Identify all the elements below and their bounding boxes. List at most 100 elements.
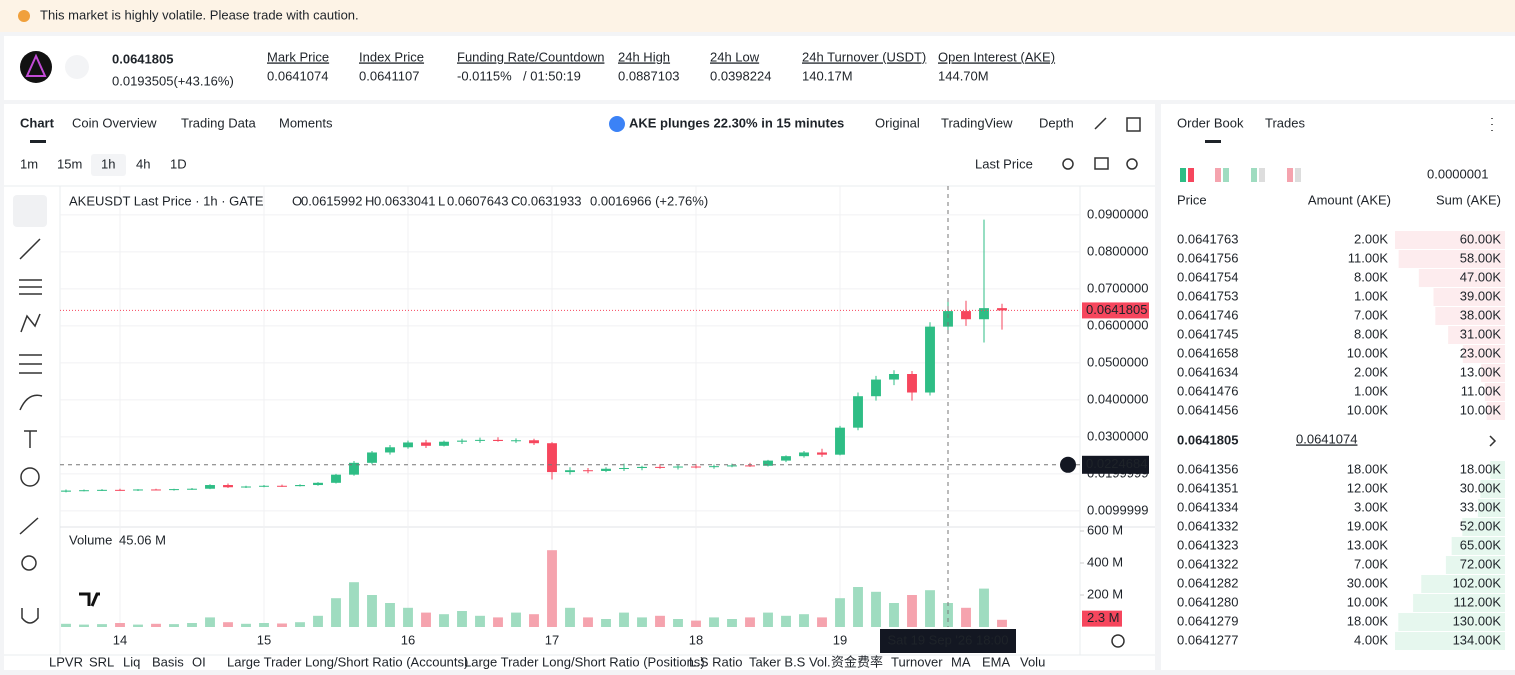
interval[interactable]: 4h bbox=[136, 156, 150, 171]
precision-icons bbox=[1180, 168, 1301, 182]
tab[interactable]: Trading Data bbox=[181, 115, 256, 130]
ob-precision[interactable]: 0.0000001 bbox=[1427, 166, 1488, 181]
depth-bar bbox=[1462, 345, 1505, 363]
legend-value: 0.0631933 bbox=[520, 193, 581, 208]
candle-body bbox=[241, 486, 251, 488]
stat-label: Open Interest (AKE) bbox=[938, 49, 1055, 64]
indicator[interactable]: Large Trader Long/Short Ratio (Positions… bbox=[464, 654, 705, 669]
legend-key: H bbox=[365, 193, 374, 208]
news[interactable]: AKE plunges 22.30% in 15 minutes bbox=[629, 115, 844, 130]
ob-amount: 30.00K bbox=[1347, 575, 1389, 590]
volume-bar bbox=[385, 603, 395, 627]
favorite-button[interactable] bbox=[65, 55, 89, 79]
stat-label: 24h Turnover (USDT) bbox=[802, 49, 926, 64]
depth-bar bbox=[1413, 594, 1505, 612]
volume-badge-text: 2.3 M bbox=[1087, 610, 1120, 625]
candle-body bbox=[97, 489, 107, 491]
indicator[interactable]: Taker B.S Vol. bbox=[749, 654, 831, 669]
indicator[interactable]: Volu bbox=[1020, 654, 1045, 669]
x-tick-label: 16 bbox=[401, 632, 415, 647]
indicator[interactable]: Liq bbox=[123, 654, 140, 669]
ob-price: 0.0641634 bbox=[1177, 364, 1238, 379]
indicator[interactable]: LPVR bbox=[49, 654, 83, 669]
depth-bar bbox=[1418, 269, 1505, 287]
candle-body bbox=[403, 442, 413, 448]
ob-sum: 31.00K bbox=[1460, 326, 1502, 341]
ob-header: Price bbox=[1177, 192, 1207, 207]
depth-bar bbox=[1395, 231, 1505, 249]
stat-value: 0.0641107 bbox=[359, 68, 420, 83]
volume-bar bbox=[115, 623, 125, 627]
ob-amount: 10.00K bbox=[1347, 345, 1389, 360]
volume-bar bbox=[151, 623, 161, 627]
tab[interactable]: Moments bbox=[279, 115, 333, 130]
ob-amount: 10.00K bbox=[1347, 594, 1389, 609]
volume-bar bbox=[961, 607, 971, 627]
ob-sum: 65.00K bbox=[1460, 537, 1502, 552]
volume-bar bbox=[907, 595, 917, 627]
depth-bar bbox=[1484, 383, 1505, 401]
candle-body bbox=[367, 452, 377, 463]
ob-amount: 10.00K bbox=[1347, 402, 1389, 417]
legend-change: 0.0016966 (+2.76%) bbox=[590, 193, 708, 208]
banner-bg bbox=[0, 0, 1515, 32]
candle-body bbox=[583, 470, 593, 472]
ob-tab[interactable]: Order Book bbox=[1177, 115, 1244, 130]
tab[interactable]: Coin Overview bbox=[72, 115, 157, 130]
indicator[interactable]: 资金费率 bbox=[831, 654, 883, 669]
indicator[interactable]: Large Trader Long/Short Ratio (Accounts) bbox=[227, 654, 468, 669]
indicator[interactable]: OI bbox=[192, 654, 206, 669]
indicator[interactable]: MA bbox=[951, 654, 971, 669]
indicator[interactable]: EMA bbox=[982, 654, 1011, 669]
volume-bar bbox=[61, 623, 71, 627]
view-tab[interactable]: Depth bbox=[1039, 115, 1074, 130]
price-badge bbox=[1082, 302, 1149, 319]
volume-tick-label: 400 M bbox=[1087, 554, 1123, 569]
depth-bar bbox=[1448, 326, 1505, 344]
depth-bar bbox=[1433, 288, 1505, 306]
candle-body bbox=[745, 465, 755, 467]
volume-bar bbox=[223, 622, 233, 627]
ob-sum: 10.00K bbox=[1460, 402, 1502, 417]
stat-value: 0.0887103 bbox=[618, 68, 679, 83]
volume-bar bbox=[763, 612, 773, 627]
ob-amount: 4.00K bbox=[1354, 632, 1388, 647]
ob-sum: 47.00K bbox=[1460, 269, 1502, 284]
indicator[interactable]: L.S Ratio bbox=[689, 654, 742, 669]
interval[interactable]: 1D bbox=[170, 156, 187, 171]
volume-bar bbox=[601, 619, 611, 627]
x-tick-label: 14 bbox=[113, 632, 127, 647]
indicator[interactable]: Basis bbox=[152, 654, 184, 669]
ob-tab[interactable]: Trades bbox=[1265, 115, 1305, 130]
stat-value: 144.70M bbox=[938, 68, 989, 83]
volume-bar bbox=[925, 590, 935, 627]
ob-sum: 60.00K bbox=[1460, 231, 1502, 246]
candle-body bbox=[565, 470, 575, 473]
depth-bar bbox=[1421, 575, 1505, 593]
candle-body bbox=[943, 311, 953, 327]
candle-body bbox=[907, 374, 917, 393]
candle-body bbox=[637, 466, 647, 469]
depth-bar bbox=[1481, 364, 1505, 382]
ob-sum: 23.00K bbox=[1460, 345, 1502, 360]
ob-price: 0.0641745 bbox=[1177, 326, 1238, 341]
tab[interactable]: Chart bbox=[20, 115, 55, 130]
view-tab[interactable]: TradingView bbox=[941, 115, 1013, 130]
crosshair-price: 0.0224684 bbox=[1086, 456, 1147, 471]
depth-bar bbox=[1398, 250, 1505, 268]
stat-value: -0.0115% bbox=[457, 68, 512, 83]
price-source[interactable]: Last Price bbox=[975, 156, 1033, 171]
candle-body bbox=[133, 489, 143, 491]
volume-bar bbox=[583, 617, 593, 627]
crosshair-tool[interactable] bbox=[13, 195, 47, 227]
interval[interactable]: 15m bbox=[57, 156, 82, 171]
interval[interactable]: 1m bbox=[20, 156, 38, 171]
ob-sum: 112.00K bbox=[1454, 594, 1502, 609]
view-tab[interactable]: Original bbox=[875, 115, 920, 130]
indicator[interactable]: SRL bbox=[89, 654, 114, 669]
header-panel bbox=[4, 36, 1515, 100]
indicator[interactable]: Turnover bbox=[891, 654, 943, 669]
interval[interactable]: 1h bbox=[101, 156, 115, 171]
candle-body bbox=[673, 466, 683, 468]
